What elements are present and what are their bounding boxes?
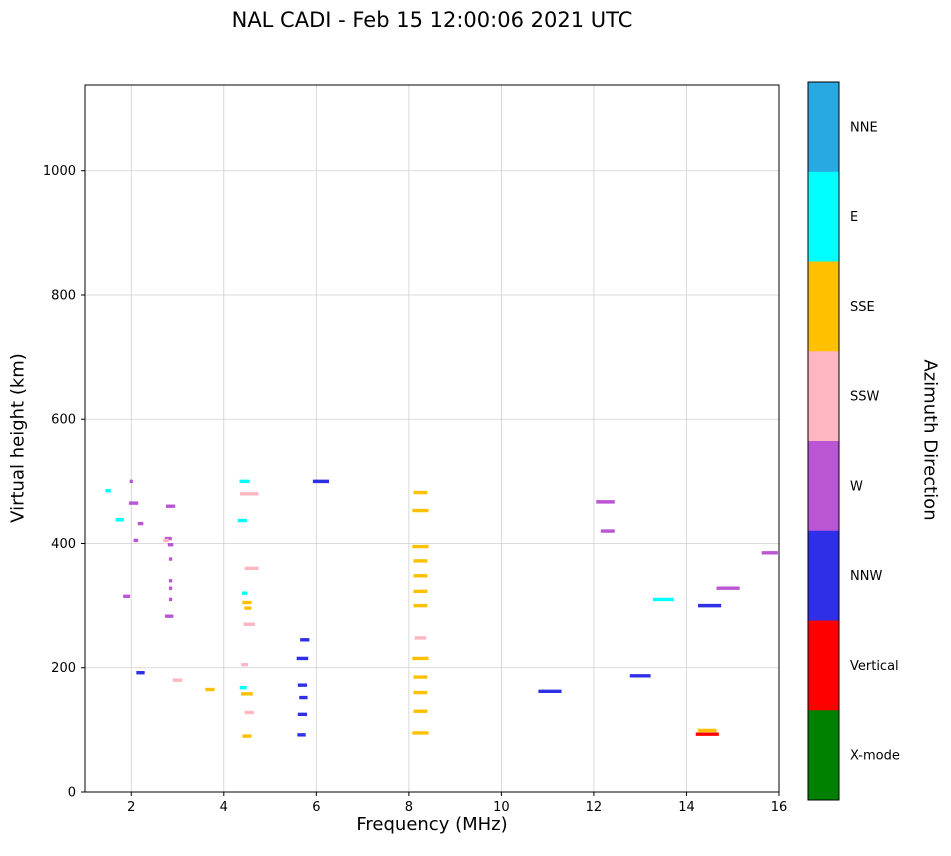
colorbar-label: Vertical [850, 659, 899, 674]
colorbar-label: SSE [850, 300, 875, 315]
tick-labels: 2 4 6 8 10 12 14 16 0 200 400 600 800 1000 [43, 164, 787, 815]
colorbar-label: W [850, 479, 863, 494]
x-tick-label: 16 [771, 800, 788, 815]
colorbar-band-E [808, 171, 839, 262]
colorbar-axis-label: Azimuth Direction [919, 359, 941, 521]
colorbar-band-Vertical [808, 620, 839, 711]
x-tick-label: 12 [586, 800, 603, 815]
x-tick-label: 10 [493, 800, 510, 815]
data-points [105, 479, 778, 738]
x-tick-label: 4 [220, 800, 228, 815]
colorbar-label: SSW [850, 390, 880, 405]
colorbar-label: NNE [850, 120, 878, 135]
colorbar-band-NNE [808, 82, 839, 173]
y-tick-label: 600 [51, 413, 76, 428]
plot-border [84, 84, 780, 793]
colorbar-label: E [850, 210, 858, 225]
x-tick-label: 2 [127, 800, 135, 815]
colorbar-label: X-mode [850, 749, 900, 764]
x-tick-label: 14 [678, 800, 695, 815]
colorbar-label: NNW [850, 569, 882, 584]
x-tick-label: 6 [312, 800, 320, 815]
colorbar-band-SSE [808, 261, 839, 352]
y-tick-label: 400 [51, 537, 76, 552]
y-tick-label: 200 [51, 661, 76, 676]
y-axis-label: Virtual height (km) [7, 353, 29, 523]
colorbar-band-X-mode [808, 710, 839, 801]
colorbar-band-SSW [808, 351, 839, 442]
x-tick-label: 8 [405, 800, 413, 815]
colorbar-band-NNW [808, 530, 839, 621]
x-axis-label: Frequency (MHz) [356, 814, 508, 835]
colorbar-band-W [808, 441, 839, 532]
colorbar-border [807, 81, 840, 801]
chart-title: NAL CADI - Feb 15 12:00:06 2021 UTC [231, 8, 633, 32]
colorbar: NNE E SSE SSW W NNW Vertical X-mode [807, 81, 900, 801]
y-tick-label: 800 [51, 288, 76, 303]
y-tick-label: 1000 [43, 164, 76, 179]
grid [85, 85, 780, 793]
y-tick-label: 0 [68, 786, 76, 801]
axis-ticks [81, 170, 780, 796]
